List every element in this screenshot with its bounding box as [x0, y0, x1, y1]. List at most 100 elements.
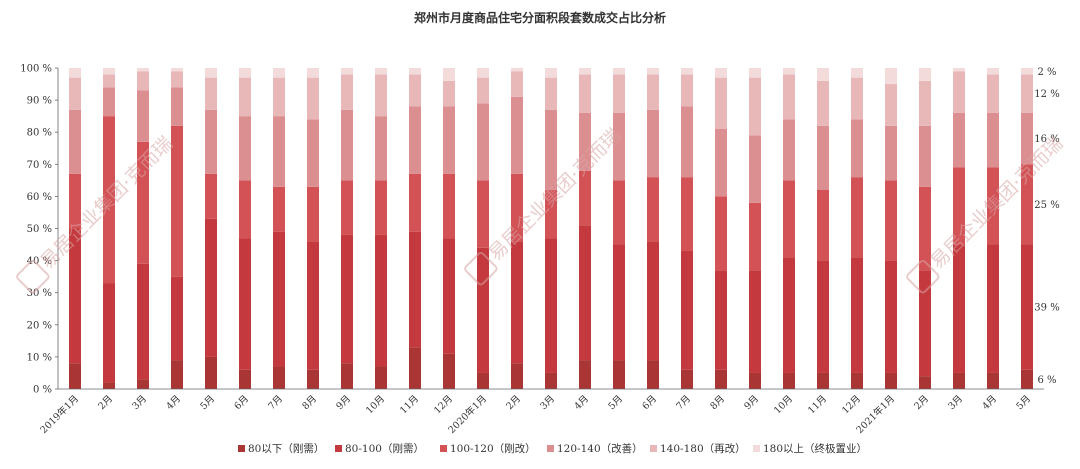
x-tick-label: 2019年1月 [38, 393, 81, 436]
bar-segment [1021, 164, 1033, 245]
bar-segment [987, 167, 999, 245]
bar-segment [443, 173, 455, 239]
bar-segment [579, 225, 591, 361]
bar-segment [341, 363, 353, 389]
bar-segment [613, 360, 625, 389]
bar-segment [647, 177, 659, 242]
bar-segment [103, 116, 115, 284]
value-annotation: 25 % [1034, 200, 1059, 211]
bar-segment [647, 241, 659, 361]
bar-segment [205, 109, 217, 174]
legend-swatch [753, 445, 760, 452]
x-tick-label: 6月 [640, 393, 659, 412]
x-tick-label: 8月 [708, 393, 727, 412]
bar-segment [443, 238, 455, 354]
bar-segment [579, 170, 591, 226]
x-tick-label: 5月 [606, 393, 625, 412]
bar-segment [137, 71, 149, 91]
bar-stacks [69, 68, 1033, 389]
bar-segment [239, 238, 251, 370]
bar-segment [341, 180, 353, 235]
bar-segment [715, 68, 727, 78]
bar-segment [1021, 112, 1033, 165]
bar-segment [341, 74, 353, 110]
bar-segment [749, 202, 761, 271]
bar-segment [239, 68, 251, 78]
bar-segment [715, 77, 727, 129]
x-tick-label: 3月 [946, 393, 965, 412]
bar-segment [681, 250, 693, 370]
bar-segment [953, 71, 965, 113]
x-tick-label: 11月 [806, 393, 829, 416]
bar-segment [919, 80, 931, 126]
y-tick-label: 20 % [27, 320, 52, 331]
bar-segment [715, 196, 727, 271]
x-tick-label: 11月 [398, 393, 421, 416]
bar-segment [137, 141, 149, 264]
bar-segment [681, 74, 693, 107]
bar-segment [749, 77, 761, 136]
bar-segment [783, 257, 795, 373]
bar-segment [273, 231, 285, 367]
x-tick-label: 9月 [742, 393, 761, 412]
bar-segment [409, 347, 421, 389]
bar-segment [919, 376, 931, 389]
x-tick-label: 2月 [96, 393, 115, 412]
bar-segment [103, 283, 115, 383]
bar-segment [273, 77, 285, 117]
bar-segment [545, 189, 557, 239]
bar-segment [1021, 244, 1033, 370]
bar-segment [409, 173, 421, 232]
legend-swatch [440, 445, 447, 452]
bar-segment [919, 125, 931, 187]
bar-segment [647, 68, 659, 75]
bar-segment [69, 77, 81, 110]
bar-segment [409, 231, 421, 348]
bar-segment [69, 173, 81, 229]
bar-segment [137, 379, 149, 389]
x-tick-label: 8月 [300, 393, 319, 412]
bar-segment [137, 68, 149, 72]
bar-segment [171, 87, 183, 126]
legend-swatch [335, 445, 342, 452]
bar-segment [579, 74, 591, 113]
watermark: 易居企业集团·克而瑞 [16, 132, 177, 294]
bar-segment [681, 369, 693, 389]
bar-segment [307, 241, 319, 370]
bar-segment [69, 68, 81, 78]
legend-swatch [650, 445, 657, 452]
x-tick-label: 4月 [164, 393, 183, 412]
bar-segment [919, 270, 931, 377]
bar-segment [511, 363, 523, 389]
value-annotation: 12 % [1034, 89, 1059, 100]
bar-segment [477, 372, 489, 389]
bar-segment [579, 360, 591, 389]
bar-segment [613, 244, 625, 361]
value-annotations: 2 % 12 % 16 % 25 % 39 % 6 % [1034, 67, 1059, 386]
y-tick-label: 100 % [20, 64, 52, 75]
value-annotation: 6 % [1037, 375, 1056, 386]
x-tick-label: 7月 [674, 393, 693, 412]
bar-segment [273, 366, 285, 389]
y-tick-label: 30 % [27, 288, 52, 299]
bar-segment [647, 360, 659, 389]
y-tick-label: 90 % [27, 96, 52, 107]
bar-segment [69, 228, 81, 364]
bar-segment [341, 109, 353, 181]
legend-label: 80以下（刚需） [248, 443, 324, 455]
bar-segment [817, 68, 829, 81]
bar-segment [885, 372, 897, 389]
bar-segment [953, 167, 965, 245]
bar-segment [919, 68, 931, 81]
bar-segment [783, 74, 795, 120]
bar-segment [137, 90, 149, 142]
watermark-logo-icon [464, 251, 498, 286]
x-tick-label: 3月 [130, 393, 149, 412]
bar-segment [987, 74, 999, 113]
bar-segment [749, 372, 761, 389]
bar-segment [817, 125, 829, 190]
bar-segment [273, 68, 285, 78]
bar-segment [749, 68, 761, 78]
x-tick-label: 6月 [232, 393, 251, 412]
